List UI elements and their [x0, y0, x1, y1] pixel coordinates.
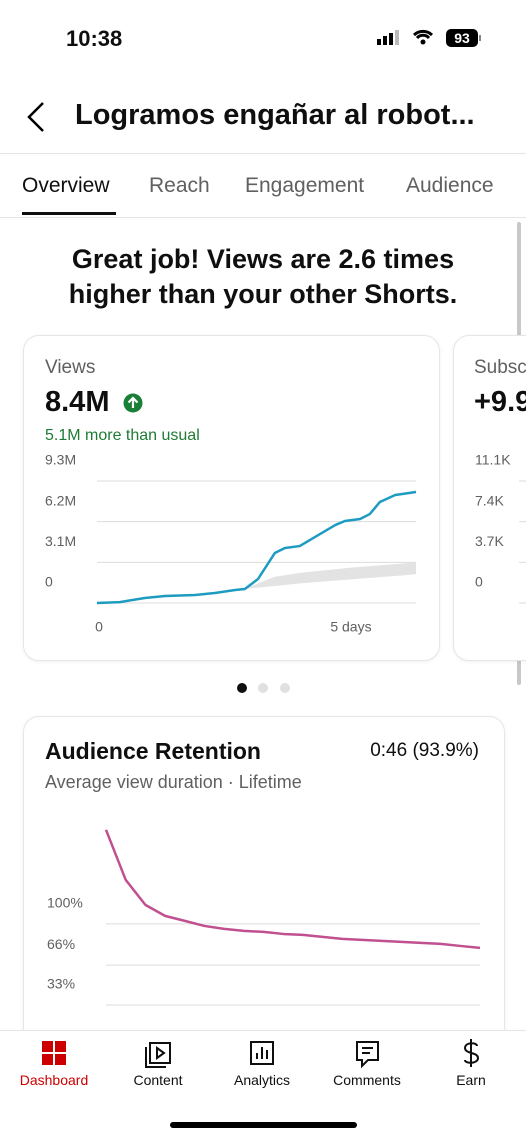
nav-item[interactable]: Comments [333, 1072, 401, 1088]
y-tick-label: 6.2M [45, 492, 76, 508]
tab-indicator [22, 212, 116, 215]
views-card[interactable] [23, 335, 440, 661]
y-tick-label: 33% [47, 976, 75, 992]
nav-item[interactable]: Earn [456, 1072, 486, 1088]
card-value: 8.4M [45, 386, 110, 418]
home-indicator [170, 1122, 357, 1128]
card-note: 5.1M more than usual [45, 427, 200, 444]
tab[interactable]: Overview [22, 174, 110, 197]
y-tick-label: 0 [475, 574, 483, 590]
data-line [104, 829, 481, 950]
y-tick-label: 3.7K [475, 533, 504, 549]
retention-summary: 0:46 (93.9%) [370, 740, 479, 761]
y-tick-label: 9.3M [45, 452, 76, 468]
pager-dots [237, 683, 290, 693]
nav-icons [42, 1039, 480, 1069]
status-time: 10:38 [66, 26, 123, 51]
up-icon [123, 393, 143, 413]
typical-range [244, 562, 416, 589]
divider [0, 153, 526, 154]
status-icons [377, 29, 481, 47]
divider [0, 217, 526, 218]
y-tick-label: 66% [47, 936, 75, 952]
subscribers-card[interactable] [453, 335, 526, 661]
y-tick-label: 0 [45, 574, 53, 590]
tab[interactable]: Audience [406, 174, 494, 197]
nav-item[interactable]: Analytics [233, 1072, 291, 1088]
battery-level: 93 [454, 30, 470, 46]
y-tick-label: 100% [47, 895, 83, 911]
video-title: Logramos engañar al robot... [75, 99, 475, 131]
tab[interactable]: Engagement [245, 174, 365, 197]
y-tick-label: 11.1K [475, 452, 511, 468]
data-line [96, 490, 417, 605]
card-subtitle: Average view duration · Lifetime [45, 772, 302, 792]
card-title: Audience Retention [45, 738, 261, 764]
y-tick-label: 7.4K [475, 492, 504, 508]
nav-item[interactable]: Dashboard [19, 1072, 89, 1088]
back-button[interactable] [24, 100, 48, 134]
y-tick-label: 3.1M [45, 533, 76, 549]
x-tick-label: 5 days [330, 619, 371, 635]
nav-item[interactable]: Content [133, 1072, 183, 1088]
headline: Great job! Views are 2.6 times higher th… [68, 244, 458, 309]
card-value: +9.9 [474, 386, 526, 418]
card-clip [0, 330, 526, 670]
x-tick-label: 0 [95, 619, 103, 635]
tab[interactable]: Reach [149, 174, 210, 197]
card-label: Views [45, 357, 96, 378]
card-label: Subsc [474, 357, 526, 378]
